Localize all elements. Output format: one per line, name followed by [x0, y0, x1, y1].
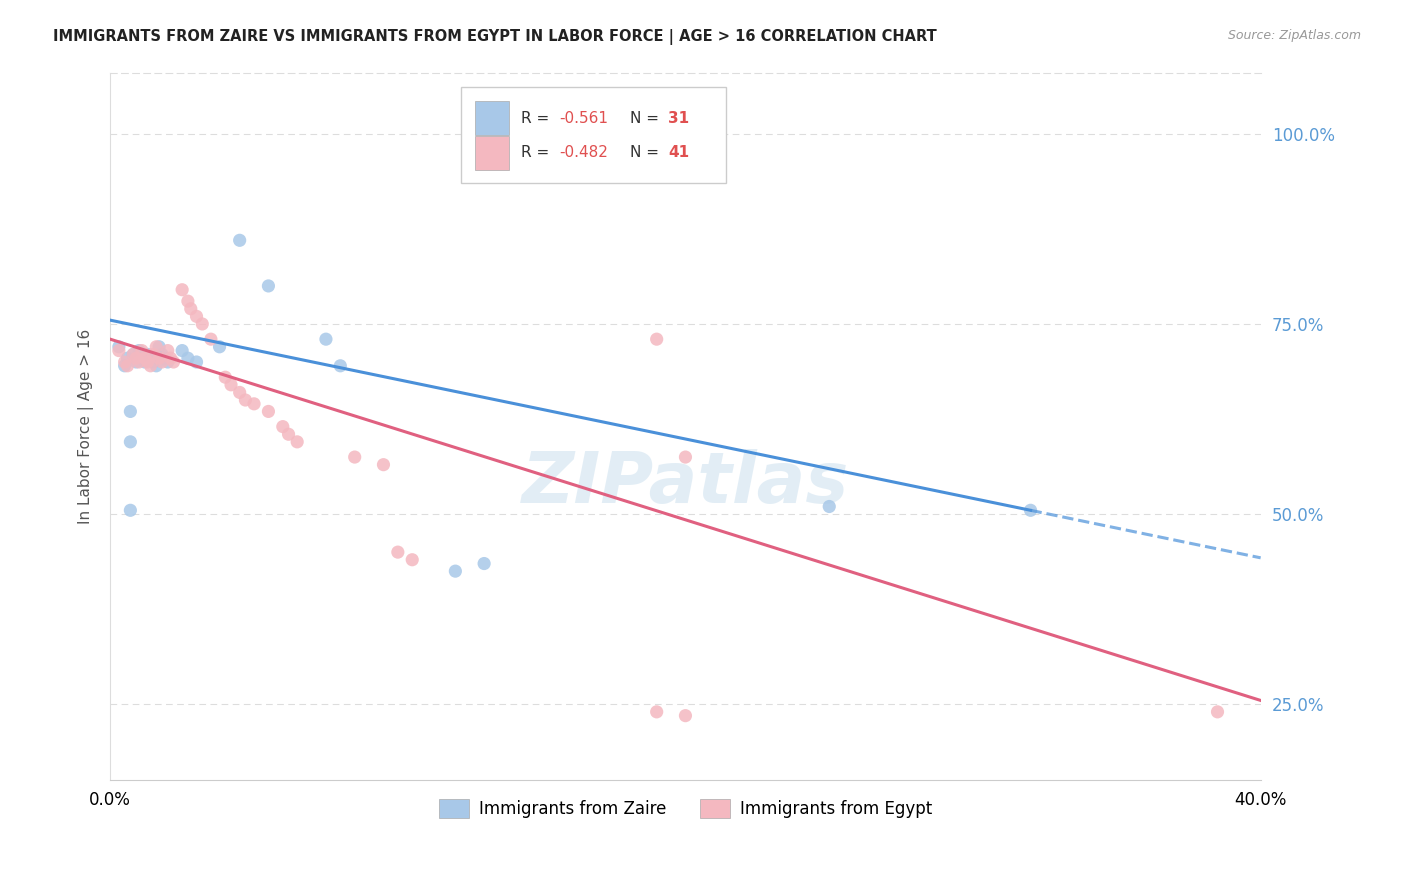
Point: [134, 355, 156, 369]
Point: [162, 355, 184, 369]
Point: [153, 351, 176, 366]
Point: [131, 351, 153, 366]
Point: [387, 545, 409, 559]
Text: Source: ZipAtlas.com: Source: ZipAtlas.com: [1227, 29, 1361, 43]
Point: [235, 392, 257, 407]
Text: IMMIGRANTS FROM ZAIRE VS IMMIGRANTS FROM EGYPT IN LABOR FORCE | AGE > 16 CORRELA: IMMIGRANTS FROM ZAIRE VS IMMIGRANTS FROM…: [53, 29, 938, 45]
Text: -0.561: -0.561: [560, 111, 607, 126]
Point: [277, 427, 299, 442]
FancyBboxPatch shape: [475, 102, 509, 136]
Point: [114, 359, 136, 373]
Point: [108, 343, 131, 358]
Point: [136, 355, 159, 369]
Point: [228, 385, 250, 400]
Point: [177, 294, 200, 309]
Point: [159, 351, 181, 366]
Point: [214, 370, 236, 384]
Point: [150, 347, 173, 361]
Point: [186, 310, 208, 324]
Text: R =: R =: [522, 145, 554, 161]
Point: [139, 351, 162, 366]
Text: N =: N =: [630, 111, 664, 126]
Point: [145, 340, 167, 354]
Point: [1019, 503, 1042, 517]
Point: [156, 355, 179, 369]
Point: [145, 359, 167, 373]
Point: [257, 404, 280, 418]
Text: ZIPatlas: ZIPatlas: [522, 449, 849, 517]
Point: [150, 355, 173, 369]
Point: [122, 347, 145, 361]
Point: [186, 355, 208, 369]
Point: [645, 705, 668, 719]
Point: [444, 564, 467, 578]
Point: [200, 332, 222, 346]
Point: [117, 359, 139, 373]
Point: [271, 419, 294, 434]
Point: [136, 347, 159, 361]
Point: [120, 503, 142, 517]
Point: [818, 500, 841, 514]
Point: [148, 351, 170, 366]
Point: [114, 355, 136, 369]
Point: [228, 233, 250, 247]
Point: [243, 397, 266, 411]
Point: [285, 434, 308, 449]
Point: [472, 557, 495, 571]
Point: [645, 332, 668, 346]
Point: [180, 301, 202, 316]
Text: 41: 41: [668, 145, 689, 161]
Point: [208, 340, 231, 354]
Text: R =: R =: [522, 111, 554, 126]
FancyBboxPatch shape: [461, 87, 725, 183]
Point: [343, 450, 366, 464]
Text: N =: N =: [630, 145, 664, 161]
Legend: Immigrants from Zaire, Immigrants from Egypt: Immigrants from Zaire, Immigrants from E…: [432, 792, 939, 825]
FancyBboxPatch shape: [475, 136, 509, 169]
Point: [148, 340, 170, 354]
Point: [142, 347, 165, 361]
Point: [128, 343, 150, 358]
Point: [257, 279, 280, 293]
Point: [675, 708, 697, 723]
Point: [156, 343, 179, 358]
Text: 31: 31: [668, 111, 689, 126]
Point: [172, 283, 194, 297]
Point: [675, 450, 697, 464]
Point: [120, 434, 142, 449]
Point: [120, 404, 142, 418]
Y-axis label: In Labor Force | Age > 16: In Labor Force | Age > 16: [79, 329, 94, 524]
Point: [219, 377, 242, 392]
Point: [172, 343, 194, 358]
Point: [128, 355, 150, 369]
Point: [315, 332, 337, 346]
Point: [125, 351, 148, 366]
Text: -0.482: -0.482: [560, 145, 607, 161]
Point: [139, 359, 162, 373]
Point: [373, 458, 395, 472]
Point: [117, 351, 139, 366]
Point: [191, 317, 214, 331]
Point: [401, 553, 423, 567]
Point: [1206, 705, 1229, 719]
Point: [134, 351, 156, 366]
Point: [177, 351, 200, 366]
Point: [122, 347, 145, 361]
Point: [125, 355, 148, 369]
Point: [131, 343, 153, 358]
Point: [329, 359, 352, 373]
Point: [108, 340, 131, 354]
Point: [142, 355, 165, 369]
